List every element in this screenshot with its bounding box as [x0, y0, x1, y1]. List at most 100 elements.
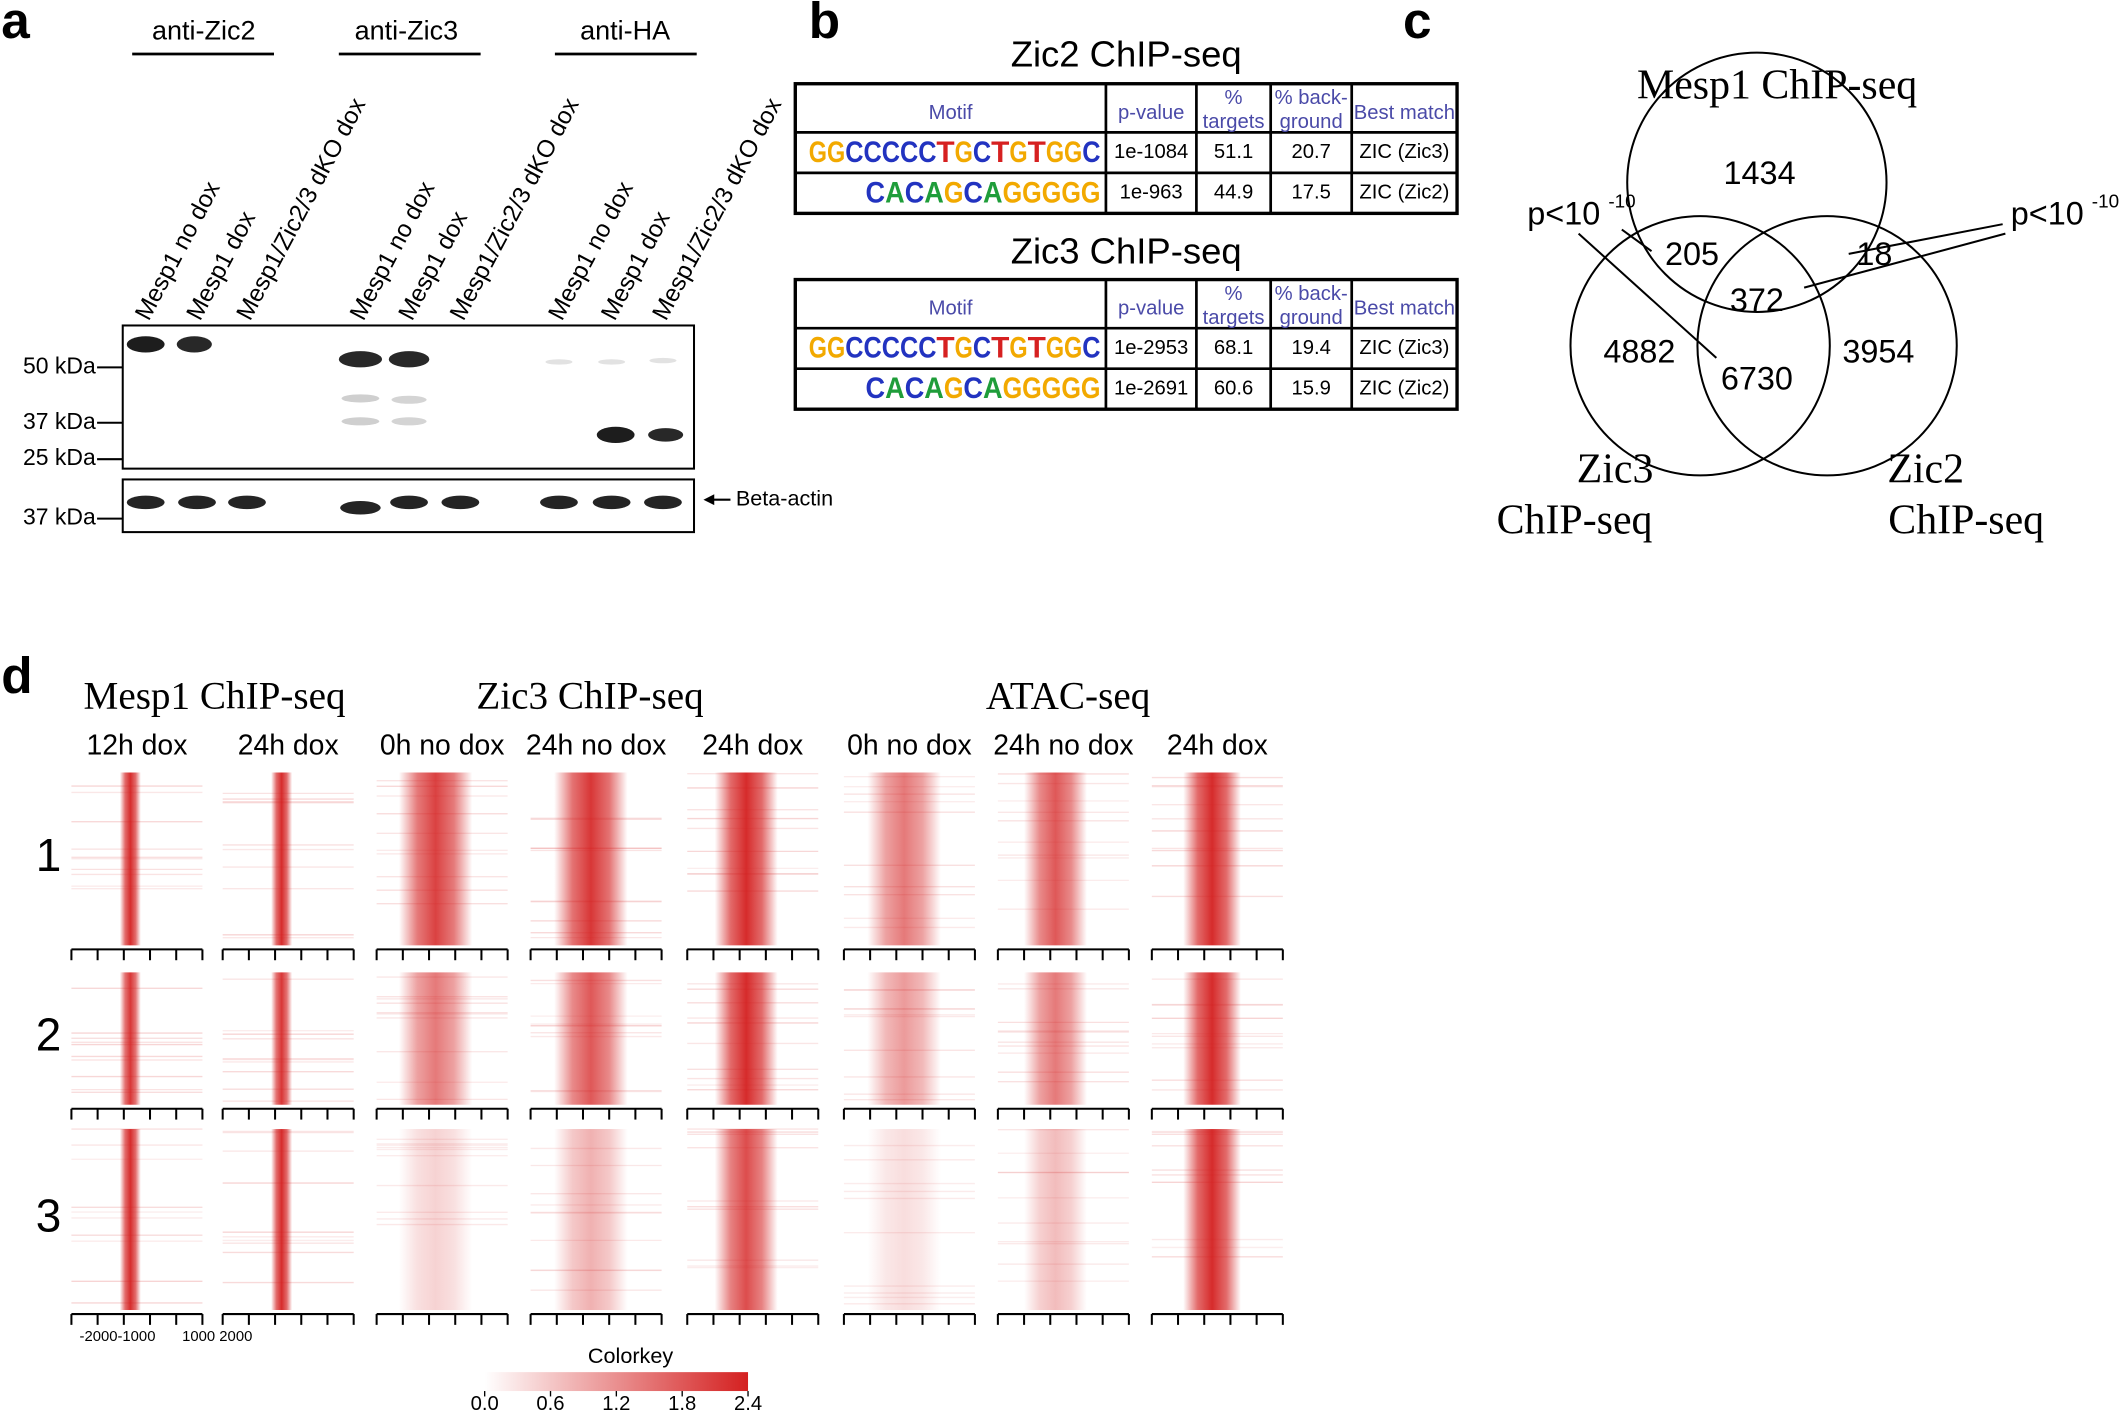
group-label: ATAC-seq	[986, 675, 1150, 718]
table-header: % back-	[1275, 283, 1348, 305]
heatmap-signal	[997, 1129, 1129, 1311]
panel-label: a	[1, 0, 30, 49]
condition-label: 12h dox	[86, 729, 187, 761]
table-cell: 51.1	[1214, 141, 1253, 163]
arrow-head	[703, 494, 715, 506]
logo-letter: G	[955, 136, 973, 169]
band	[126, 495, 165, 510]
venn-count: 372	[1730, 282, 1784, 318]
logo-letter: C	[918, 332, 936, 365]
logo-letter: G	[1022, 176, 1042, 209]
logo-letter: C	[973, 136, 991, 169]
table-cell: 1e-2953	[1114, 337, 1188, 359]
logo-letter: G	[827, 332, 845, 365]
table-cell: 15.9	[1291, 377, 1330, 399]
logo-letter: G	[944, 372, 964, 405]
heatmap-signal	[843, 1129, 975, 1311]
table-header: ground	[1280, 307, 1343, 329]
pointer	[1848, 223, 2003, 255]
logo-letter: C	[1082, 332, 1100, 365]
heatmap-signal	[843, 772, 975, 946]
cluster-label: 2	[36, 1009, 62, 1061]
venn-set-label: ChIP-seq	[1497, 498, 1653, 544]
venn-count: 4882	[1603, 333, 1675, 369]
logo-letter: G	[809, 136, 827, 169]
colorkey-tick-label: 0.6	[536, 1393, 564, 1414]
condition-label: 24h dox	[238, 729, 339, 761]
heatmap-signal	[376, 1129, 508, 1311]
band	[391, 417, 427, 426]
table-header: Best match	[1354, 298, 1455, 320]
condition-label: 24h no dox	[526, 729, 666, 761]
logo-letter: C	[882, 136, 900, 169]
table-cell: 17.5	[1291, 181, 1330, 203]
band	[341, 417, 380, 426]
heatmap-signal	[997, 972, 1129, 1105]
heatmap-signal	[71, 772, 203, 946]
heatmap-signal	[1151, 1129, 1283, 1311]
table-cell: ZIC (Zic2)	[1359, 181, 1449, 203]
band	[649, 357, 677, 364]
logo-letter: G	[1003, 176, 1023, 209]
logo-letter: G	[809, 332, 827, 365]
colorkey-tick-label: 1.8	[668, 1393, 696, 1414]
pvalue-exponent: -10	[2092, 192, 2119, 213]
table-title: Zic2 ChIP-seq	[1011, 33, 1242, 74]
venn-count: 6730	[1721, 360, 1793, 396]
heatmap-signal	[376, 972, 508, 1105]
motif-table	[793, 82, 1459, 216]
band	[644, 495, 682, 510]
condition-label: 24h dox	[702, 729, 803, 761]
heatmap-signal	[376, 772, 508, 946]
table-header: p-value	[1118, 102, 1184, 124]
logo-letter: C	[845, 136, 863, 169]
logo-letter: A	[885, 372, 905, 405]
band	[598, 359, 626, 365]
band	[340, 501, 381, 515]
logo-letter: C	[866, 176, 886, 209]
logo-letter: C	[845, 332, 863, 365]
blot-panel	[121, 324, 696, 470]
heatmap-signal	[71, 972, 203, 1105]
logo-letter: G	[1081, 372, 1101, 405]
antibody-label: anti-Zic2	[152, 16, 256, 46]
table-header: targets	[1203, 307, 1265, 329]
table-header: Motif	[929, 102, 973, 124]
venn-circle	[1569, 215, 1831, 477]
band	[592, 495, 631, 510]
logo-letter: A	[924, 176, 944, 209]
logo-letter: A	[983, 176, 1003, 209]
table-header: % back-	[1275, 87, 1348, 109]
logo-letter: T	[1028, 332, 1046, 365]
venn-count: 18	[1856, 236, 1892, 272]
table-cell: 60.6	[1214, 377, 1253, 399]
logo-letter: T	[936, 332, 954, 365]
logo-letter: G	[1046, 332, 1064, 365]
logo-letter: G	[1081, 176, 1101, 209]
band	[648, 428, 684, 442]
band	[338, 351, 383, 368]
table-cell: 19.4	[1291, 337, 1330, 359]
heatmap-signal	[530, 972, 662, 1105]
heatmap-signal	[222, 972, 354, 1105]
logo-letter: C	[900, 332, 918, 365]
marker-label: 25 kDa	[23, 444, 96, 470]
band	[388, 351, 430, 368]
condition-label: 24h dox	[1167, 729, 1268, 761]
axis-label: -2000-1000	[80, 1329, 156, 1345]
heatmap-signal	[71, 1129, 203, 1311]
band	[545, 359, 573, 365]
colorkey-tick-label: 0.0	[471, 1393, 499, 1414]
panel-label: c	[1403, 0, 1432, 49]
heatmap-signal	[222, 772, 354, 946]
lane-label: Mesp1/Zic2/3 dKO dox	[647, 94, 787, 325]
band	[126, 336, 165, 353]
logo-letter: G	[1064, 136, 1082, 169]
table-header: %	[1225, 283, 1243, 305]
heatmap-signal	[530, 1129, 662, 1311]
logo-letter: T	[991, 136, 1009, 169]
logo-letter: C	[1082, 136, 1100, 169]
logo-letter: C	[866, 372, 886, 405]
logo-letter: G	[1009, 136, 1027, 169]
table-header: Motif	[929, 298, 973, 320]
